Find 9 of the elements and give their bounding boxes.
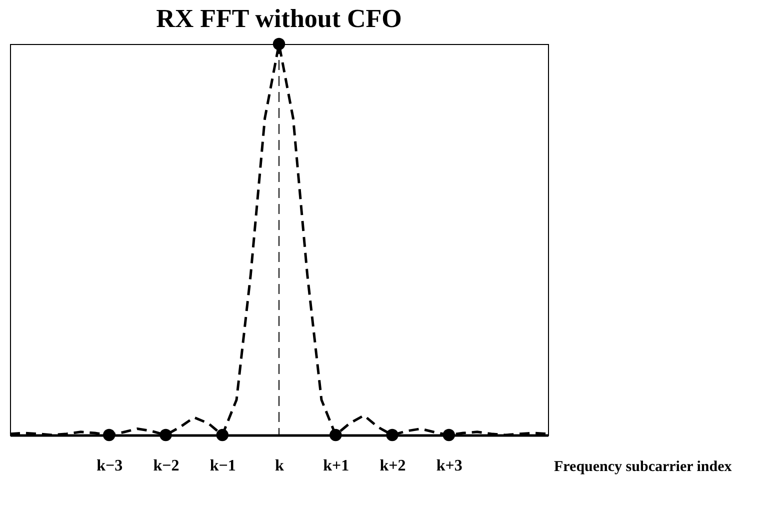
x-tick-label: k+1 (323, 458, 350, 474)
x-tick-label: k (275, 458, 284, 474)
x-tick-label: k−1 (210, 458, 236, 474)
x-axis-title: Frequency subcarrier index (554, 459, 732, 475)
x-tick-label: k+3 (436, 458, 462, 474)
x-tick-label: k−2 (153, 458, 180, 474)
chart-title: RX FFT without CFO (156, 4, 402, 33)
x-tick-label: k−3 (96, 458, 123, 474)
x-tick-label: k+2 (380, 458, 406, 474)
